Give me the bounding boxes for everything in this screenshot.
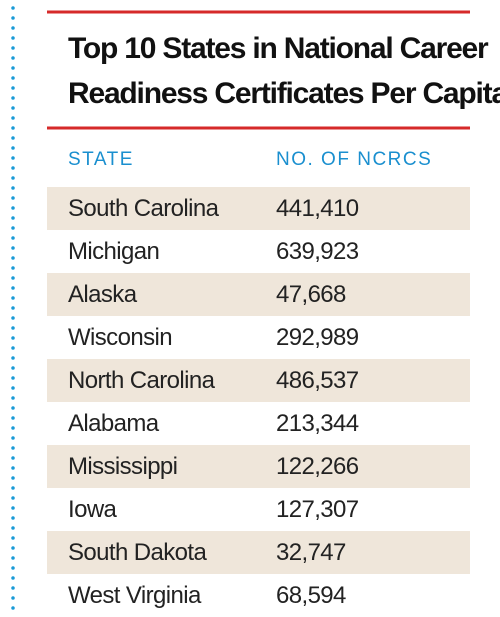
table-cell: 47,668 (276, 281, 346, 308)
table-cell: 213,344 (276, 410, 359, 437)
column-header: STATE (68, 149, 134, 170)
row-band (47, 445, 470, 488)
table-cell: South Dakota (68, 539, 207, 566)
table-cell: Michigan (68, 238, 159, 265)
table-cell: Wisconsin (68, 324, 172, 351)
table-cell: 486,537 (276, 367, 359, 394)
table-cell: Iowa (68, 496, 118, 523)
table-body: South Carolina 441,410 Michigan 639,923 Alas… (47, 187, 470, 609)
table-cell: 127,307 (276, 496, 359, 523)
row-band (47, 531, 470, 574)
table-cell: Alaska (68, 281, 138, 308)
table-cell: North Carolina (68, 367, 216, 394)
table-cell: 68,594 (276, 582, 346, 609)
column-header: NO. OF NCRCS (276, 149, 432, 170)
table-cell: Alabama (68, 410, 160, 437)
row-band (47, 273, 470, 316)
table-cell: West Virginia (68, 582, 202, 609)
table-cell: Mississippi (68, 453, 177, 480)
table-cell: 32,747 (276, 539, 346, 566)
title-line: Top 10 States in National Career (68, 32, 489, 65)
row-band (47, 187, 470, 230)
table-cell: South Carolina (68, 195, 220, 222)
table-cell: 122,266 (276, 453, 359, 480)
row-band (47, 359, 470, 402)
table-cell: 292,989 (276, 324, 359, 351)
table-cell: 639,923 (276, 238, 359, 265)
table-cell: 441,410 (276, 195, 359, 222)
title-line: Readiness Certificates Per Capita (68, 77, 500, 110)
